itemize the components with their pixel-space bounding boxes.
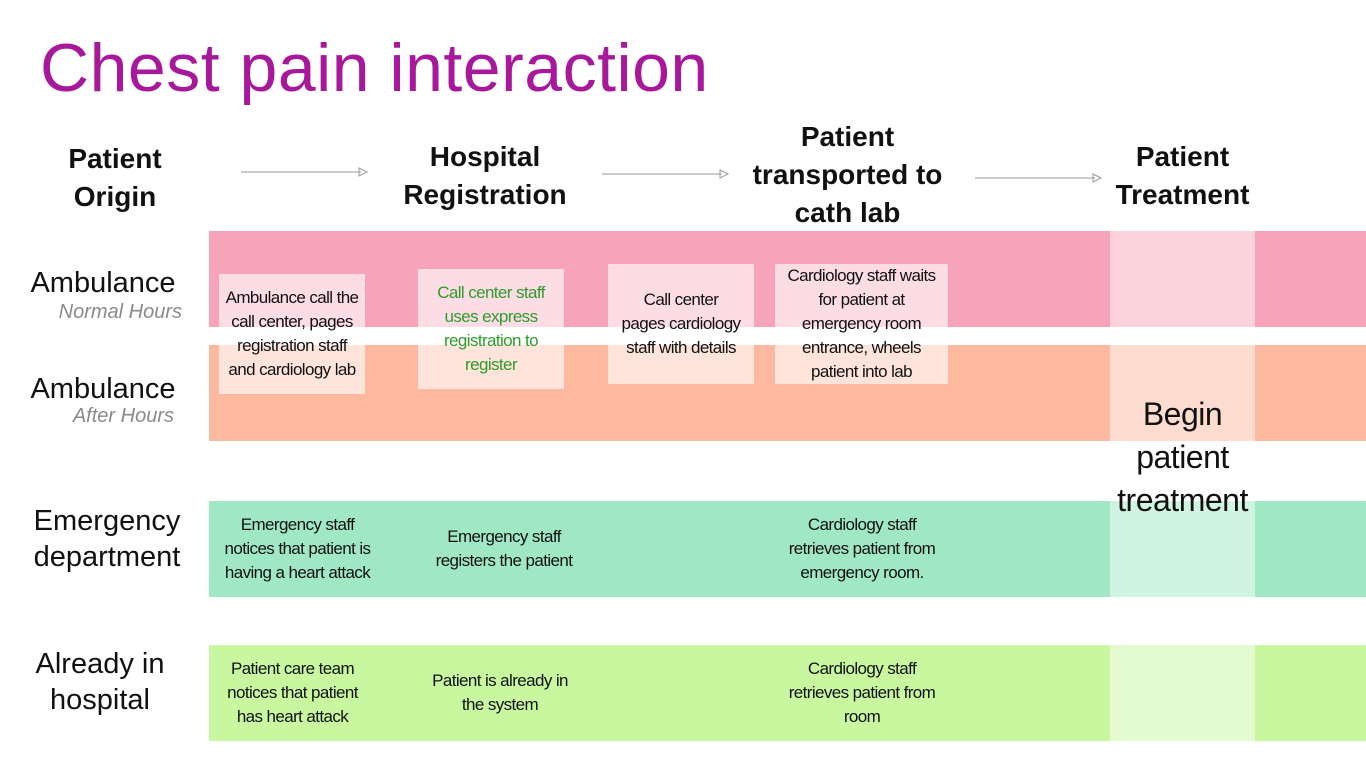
column-header-treatment: Patient Treatment	[1115, 141, 1250, 210]
cell-hospital-registration: Patient is already in the system	[432, 671, 568, 714]
cell-hospital-origin: Patient care team notices that patient h…	[227, 659, 358, 726]
row-label-ambulance-normal: Ambulance	[30, 267, 176, 299]
row-sublabel-after-hours: After Hours	[72, 405, 174, 427]
card-ambulance-registration: Call center staff uses express registrat…	[418, 269, 564, 389]
row-label-emergency: Emergency department	[33, 505, 181, 573]
page-title: Chest pain interaction	[40, 30, 709, 106]
arrow-transport-to-treatment	[975, 173, 1103, 183]
cell-emergency-origin: Emergency staff notices that patient is …	[224, 515, 372, 582]
arrow-registration-to-transport	[602, 169, 730, 179]
row-label-ambulance-after: Ambulance	[30, 373, 176, 405]
card-ambulance-transport: Cardiology staff waits for patient at em…	[775, 264, 948, 384]
column-header-origin: Patient Origin	[68, 143, 162, 212]
column-header-registration: Hospital Registration	[403, 141, 567, 210]
treatment-column	[1110, 231, 1255, 768]
row-label-in-hospital: Already in hospital	[35, 648, 165, 716]
row-sublabel-normal-hours: Normal Hours	[58, 301, 182, 323]
treatment-text: Begin patient treatment	[1117, 396, 1248, 518]
cell-emergency-transport: Cardiology staff retrieves patient from …	[788, 515, 936, 582]
card-ambulance-origin: Ambulance call the call center, pages re…	[219, 274, 365, 394]
cell-emergency-registration: Emergency staff registers the patient	[435, 527, 573, 570]
card-ambulance-pages: Call center pages cardiology staff with …	[608, 264, 754, 384]
column-header-transport: Patient transported to cath lab	[752, 121, 943, 228]
cell-hospital-transport: Cardiology staff retrieves patient from …	[788, 659, 936, 726]
arrow-origin-to-registration	[241, 167, 369, 177]
